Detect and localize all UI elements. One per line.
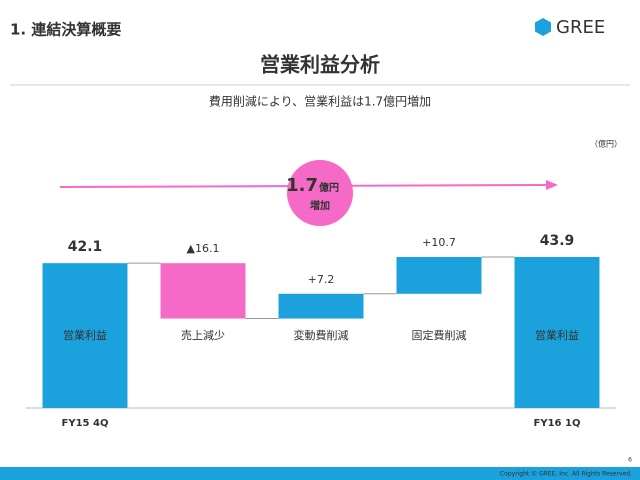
category-label: 営業利益	[63, 328, 107, 342]
category-label: 売上減少	[181, 328, 225, 342]
arrow-head	[546, 180, 558, 190]
value-label: ▲16.1	[187, 242, 220, 255]
logo: GREE	[556, 17, 605, 38]
plot: 42.1 営業利益 FY15 4Q ▲16.1 売上減少 +7.2 変動費削減 +10.7 固定…	[26, 233, 616, 429]
category-label: 営業利益	[535, 328, 579, 342]
footer-bar	[0, 467, 640, 480]
step-bar	[396, 256, 482, 294]
value-label: 43.9	[540, 233, 575, 249]
period-label: FY16 1Q	[534, 418, 581, 429]
chart-title: 営業利益分析	[260, 53, 380, 77]
total-bar	[42, 263, 128, 408]
value-label: 42.1	[68, 239, 103, 255]
section-title: 1. 連結決算概要	[10, 21, 121, 39]
total-bar	[514, 256, 600, 408]
page-number: 6	[628, 457, 632, 464]
unit-label: （億円）	[590, 139, 622, 149]
value-label: +7.2	[308, 273, 335, 286]
copyright: Copyright © GREE, Inc. All Rights Reserv…	[500, 471, 632, 478]
annotation-badge	[287, 160, 353, 226]
category-label: 変動費削減	[294, 328, 349, 342]
step-bar	[160, 263, 246, 319]
annotation-text: 増加	[310, 199, 330, 212]
annotation-amount: 1.7	[286, 175, 318, 196]
value-label: +10.7	[422, 236, 456, 249]
period-label: FY15 4Q	[62, 418, 109, 429]
category-label: 固定費削減	[412, 328, 467, 342]
annotation-unit: 億円	[319, 181, 339, 194]
subtitle: 費用削減により、営業利益は1.7億円増加	[209, 94, 431, 109]
logo-mark	[535, 18, 551, 36]
step-bar	[278, 293, 364, 319]
